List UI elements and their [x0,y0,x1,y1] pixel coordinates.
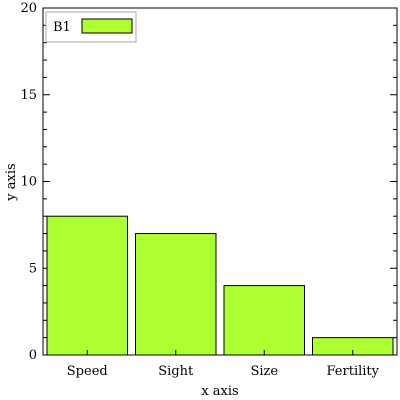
y-tick-label: 20 [20,1,37,16]
y-tick-label: 0 [29,348,37,363]
y-tick-label: 10 [20,175,37,190]
x-tick-label: Size [250,364,278,379]
legend-swatch [81,18,133,34]
legend-label: B1 [53,20,71,35]
x-tick-label: Sight [158,364,194,379]
bars-group [46,215,394,356]
legend: B1 [45,11,137,43]
y-tick-label: 5 [29,261,37,276]
x-tick-label: Speed [67,364,108,379]
bar-speed [46,215,128,356]
y-axis-ticks: 0 5 10 15 20 [20,1,397,363]
y-tick-label: 15 [20,88,37,103]
bar-size [223,285,305,356]
x-axis-ticks: Speed Sight Size Fertility [67,350,380,379]
x-tick-label: Fertility [327,364,380,379]
x-axis-label: x axis [201,384,238,399]
bar-sight [135,233,217,356]
y-axis-label: y axis [4,163,19,201]
